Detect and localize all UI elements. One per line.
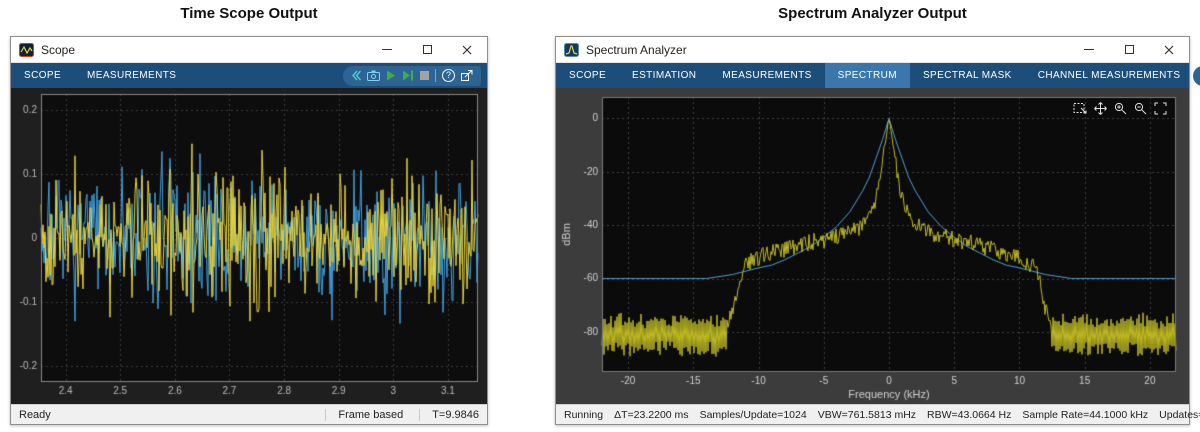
right-heading: Spectrum Analyzer Output xyxy=(778,5,967,22)
scope-app-icon xyxy=(19,42,34,57)
zoom-in-icon[interactable] xyxy=(1114,102,1127,115)
tab-estimation[interactable]: ESTIMATION xyxy=(632,70,697,81)
plot-tools xyxy=(1073,102,1167,115)
scope-status-frame: Frame based xyxy=(325,408,403,421)
spectrum-app-icon xyxy=(564,42,579,57)
dock-icon[interactable] xyxy=(461,70,473,81)
status-samples-per-update: Samples/Update=1024 xyxy=(699,408,807,421)
scope-plot-area xyxy=(11,88,487,404)
minimize-button[interactable] xyxy=(367,37,407,62)
spectrum-toolstrip: SCOPE ESTIMATION MEASUREMENTS SPECTRUM S… xyxy=(556,63,1200,88)
scope-titlebar[interactable]: Scope xyxy=(11,37,487,63)
zoom-out-icon[interactable] xyxy=(1134,102,1147,115)
spectrum-status-text: Running xyxy=(564,408,604,421)
close-icon xyxy=(462,45,472,54)
stop-icon[interactable] xyxy=(420,71,429,80)
left-heading: Time Scope Output xyxy=(180,5,318,22)
spectrum-titlebar[interactable]: Spectrum Analyzer xyxy=(556,37,1189,63)
toolbar-divider xyxy=(435,69,436,82)
collapse-chevron-icon[interactable] xyxy=(351,70,361,81)
tab-channel-measurements[interactable]: CHANNEL MEASUREMENTS xyxy=(1037,70,1181,81)
status-sample-rate: Sample Rate=44.1000 kHz xyxy=(1022,408,1149,421)
scope-statusbar: Ready Frame based T=9.9846 xyxy=(11,404,487,424)
scope-toolstrip: SCOPE MEASUREMENTS ? xyxy=(11,63,487,88)
time-scope-canvas[interactable] xyxy=(11,88,487,404)
spectrum-statusbar: Running ΔT=23.2200 ms Samples/Update=102… xyxy=(556,404,1200,424)
close-button[interactable] xyxy=(1149,37,1189,62)
status-updates: Updates=406 xyxy=(1159,408,1200,421)
run-icon[interactable] xyxy=(386,70,396,81)
spectrum-window-controls xyxy=(1069,37,1189,62)
pan-icon[interactable] xyxy=(1094,102,1107,115)
zoom-region-icon[interactable] xyxy=(1073,102,1087,115)
spectrum-analyzer-window: Spectrum Analyzer SCOPE ESTIMATION MEASU… xyxy=(555,36,1200,425)
snapshot-icon[interactable] xyxy=(367,70,380,81)
scope-toolbar: ? xyxy=(343,65,481,86)
tab-measurements[interactable]: MEASUREMENTS xyxy=(87,70,177,81)
status-delta-t: ΔT=23.2200 ms xyxy=(614,408,689,421)
close-icon xyxy=(1164,45,1174,54)
spectrum-toolbar xyxy=(1193,65,1200,86)
spectrum-plot-area xyxy=(556,88,1189,404)
tab-spectral-mask[interactable]: SPECTRAL MASK xyxy=(922,70,1012,81)
minimize-button[interactable] xyxy=(1069,37,1109,62)
maximize-button[interactable] xyxy=(1109,37,1149,62)
status-vbw: VBW=761.5813 mHz xyxy=(817,408,917,421)
tab-measurements[interactable]: MEASUREMENTS xyxy=(722,70,812,81)
scope-window-title: Scope xyxy=(41,42,76,57)
tab-scope[interactable]: SCOPE xyxy=(24,70,62,81)
step-forward-icon[interactable] xyxy=(402,70,414,81)
scope-status-time: T=9.9846 xyxy=(419,408,479,421)
fit-to-view-icon[interactable] xyxy=(1154,102,1167,115)
spectrum-canvas[interactable] xyxy=(556,88,1189,404)
close-button[interactable] xyxy=(447,37,487,62)
scope-status-text: Ready xyxy=(19,408,51,421)
status-rbw: RBW=43.0664 Hz xyxy=(927,408,1012,421)
maximize-button[interactable] xyxy=(407,37,447,62)
tab-scope[interactable]: SCOPE xyxy=(569,70,607,81)
scope-window: Scope SCOPE MEASUREMENTS ? Ready Frame xyxy=(10,36,488,425)
help-icon[interactable]: ? xyxy=(442,69,455,82)
scope-window-controls xyxy=(367,37,487,62)
spectrum-window-title: Spectrum Analyzer xyxy=(586,42,687,57)
tab-spectrum[interactable]: SPECTRUM xyxy=(824,63,910,88)
